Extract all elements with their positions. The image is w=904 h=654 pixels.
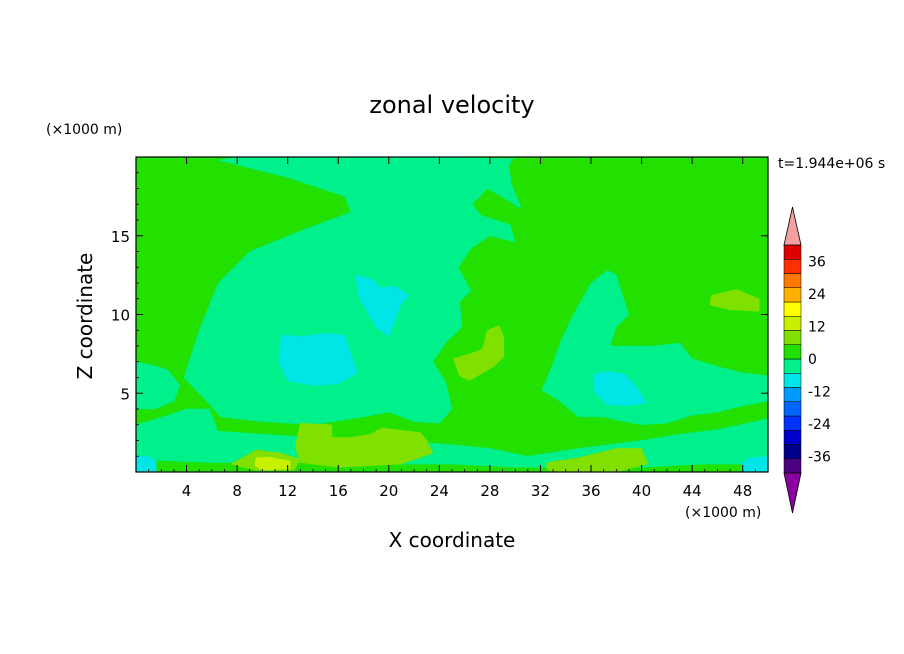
time-label: t=1.944e+06 s bbox=[778, 156, 885, 172]
y-tick-label: 5 bbox=[120, 385, 130, 403]
colorbar-swatch bbox=[783, 387, 802, 402]
contour-region bbox=[452, 325, 505, 381]
colorbar-swatch bbox=[783, 415, 802, 431]
colorbar-swatch bbox=[783, 287, 802, 303]
x-axis-ticks: 4 8 12 16 20 24 28 32 36 40 44 48 bbox=[148, 157, 756, 500]
contour-region bbox=[546, 448, 649, 473]
y-tick-label: 10 bbox=[111, 307, 130, 325]
colorbar-swatch bbox=[783, 444, 802, 459]
colorbar-swatch bbox=[783, 330, 802, 345]
colorbar-swatch bbox=[783, 259, 802, 274]
x-axis-label: X coordinate bbox=[389, 528, 516, 552]
contour-region bbox=[295, 422, 434, 468]
colorbar-tick-label: -24 bbox=[808, 417, 831, 433]
contour-region bbox=[709, 289, 760, 312]
colorbar-swatch bbox=[783, 401, 802, 417]
x-tick-label: 4 bbox=[182, 482, 192, 500]
y-axis-label: Z coordinate bbox=[73, 253, 97, 380]
x-tick-label: 24 bbox=[430, 482, 449, 500]
x-tick-label: 48 bbox=[733, 482, 752, 500]
colorbar-over-triangle bbox=[783, 206, 802, 246]
colorbar: 36 24 12 0 -12 -24 -36 bbox=[783, 206, 831, 514]
colorbar-swatch bbox=[783, 301, 802, 317]
x-tick-label: 20 bbox=[379, 482, 398, 500]
contour-region bbox=[355, 274, 410, 337]
colorbar-swatch bbox=[783, 316, 802, 331]
y-axis-ticks: 5 10 15 bbox=[111, 172, 768, 457]
colorbar-swatch bbox=[783, 458, 802, 474]
x-tick-label: 28 bbox=[480, 482, 499, 500]
x-unit-label: (×1000 m) bbox=[685, 505, 761, 521]
x-tick-label: 16 bbox=[329, 482, 348, 500]
colorbar-swatch bbox=[783, 358, 802, 374]
y-unit-label: (×1000 m) bbox=[46, 122, 122, 138]
colorbar-under-triangle bbox=[783, 472, 802, 514]
contour-region bbox=[593, 370, 648, 407]
x-tick-label: 32 bbox=[531, 482, 550, 500]
colorbar-swatch bbox=[783, 430, 802, 445]
y-tick-label: 15 bbox=[111, 228, 130, 246]
colorbar-tick-label: -36 bbox=[808, 450, 831, 466]
colorbar-swatch bbox=[783, 344, 802, 360]
contour-region bbox=[254, 456, 291, 471]
contour-region bbox=[135, 361, 181, 410]
colorbar-swatch bbox=[783, 273, 802, 288]
x-tick-label: 44 bbox=[683, 482, 702, 500]
contour-region bbox=[183, 156, 523, 426]
chart-title: zonal velocity bbox=[369, 91, 534, 119]
contour-regions bbox=[135, 156, 769, 473]
colorbar-tick-label: 0 bbox=[808, 352, 817, 368]
contour-region bbox=[278, 333, 358, 386]
colorbar-tick-label: 12 bbox=[808, 319, 826, 335]
colorbar-tick-label: 24 bbox=[808, 287, 826, 303]
x-tick-label: 12 bbox=[278, 482, 297, 500]
colorbar-tick-label: 36 bbox=[808, 254, 826, 270]
colorbar-swatch bbox=[783, 373, 802, 388]
colorbar-tick-label: -12 bbox=[808, 385, 831, 401]
x-tick-label: 36 bbox=[581, 482, 600, 500]
colorbar-swatch bbox=[783, 244, 802, 260]
x-tick-label: 40 bbox=[632, 482, 651, 500]
x-tick-label: 8 bbox=[232, 482, 242, 500]
